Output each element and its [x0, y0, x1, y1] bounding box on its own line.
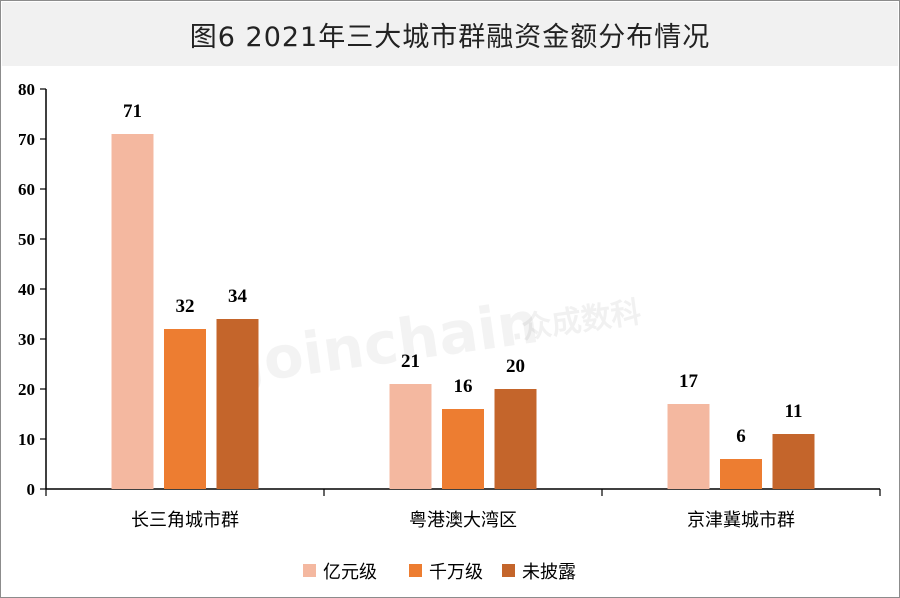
- bar: [772, 434, 815, 489]
- x-category-label: 长三角城市群: [131, 510, 239, 531]
- bar: [720, 459, 762, 489]
- bars: [111, 134, 815, 489]
- data-label: 34: [228, 286, 248, 307]
- legend-label: 未披露: [522, 562, 576, 583]
- legend: 亿元级 千万级 未披露: [303, 562, 576, 583]
- y-tick-label: 60: [18, 180, 35, 199]
- y-tick-label: 80: [18, 80, 35, 99]
- value-labels: 71 32 34 21 16 20 17 6 11: [123, 101, 802, 447]
- watermark-brand: Joinchain: [234, 288, 543, 397]
- bar: [667, 404, 710, 489]
- y-tick-label: 70: [18, 130, 35, 149]
- data-label: 32: [176, 296, 195, 317]
- data-label: 20: [506, 356, 525, 377]
- x-category-label: 京津冀城市群: [687, 510, 795, 531]
- y-tick-label: 30: [18, 330, 35, 349]
- y-tick-label: 10: [18, 430, 35, 449]
- bar: [494, 389, 537, 489]
- bar: [111, 134, 154, 489]
- legend-label: 亿元级: [323, 562, 377, 583]
- bar: [442, 409, 484, 489]
- data-label: 6: [736, 426, 746, 447]
- y-tick-label: 0: [27, 480, 36, 499]
- y-tick-label: 50: [18, 230, 35, 249]
- legend-swatch: [409, 564, 422, 577]
- data-label: 16: [454, 376, 473, 397]
- legend-swatch: [303, 564, 316, 577]
- bar: [389, 384, 432, 489]
- x-category-label: 粤港澳大湾区: [409, 510, 517, 531]
- data-label: 21: [401, 351, 420, 372]
- y-tick-label: 40: [18, 280, 35, 299]
- data-label: 11: [785, 401, 803, 422]
- data-label: 17: [679, 371, 699, 392]
- legend-label: 千万级: [429, 562, 483, 583]
- watermark: Joinchain .众成数科: [234, 288, 644, 397]
- legend-swatch: [502, 564, 515, 577]
- bar: [216, 319, 259, 489]
- y-tick-label: 20: [18, 380, 35, 399]
- bar: [164, 329, 206, 489]
- data-label: 71: [123, 101, 142, 122]
- chart-title: 图6 2021年三大城市群融资金额分布情况: [2, 2, 898, 66]
